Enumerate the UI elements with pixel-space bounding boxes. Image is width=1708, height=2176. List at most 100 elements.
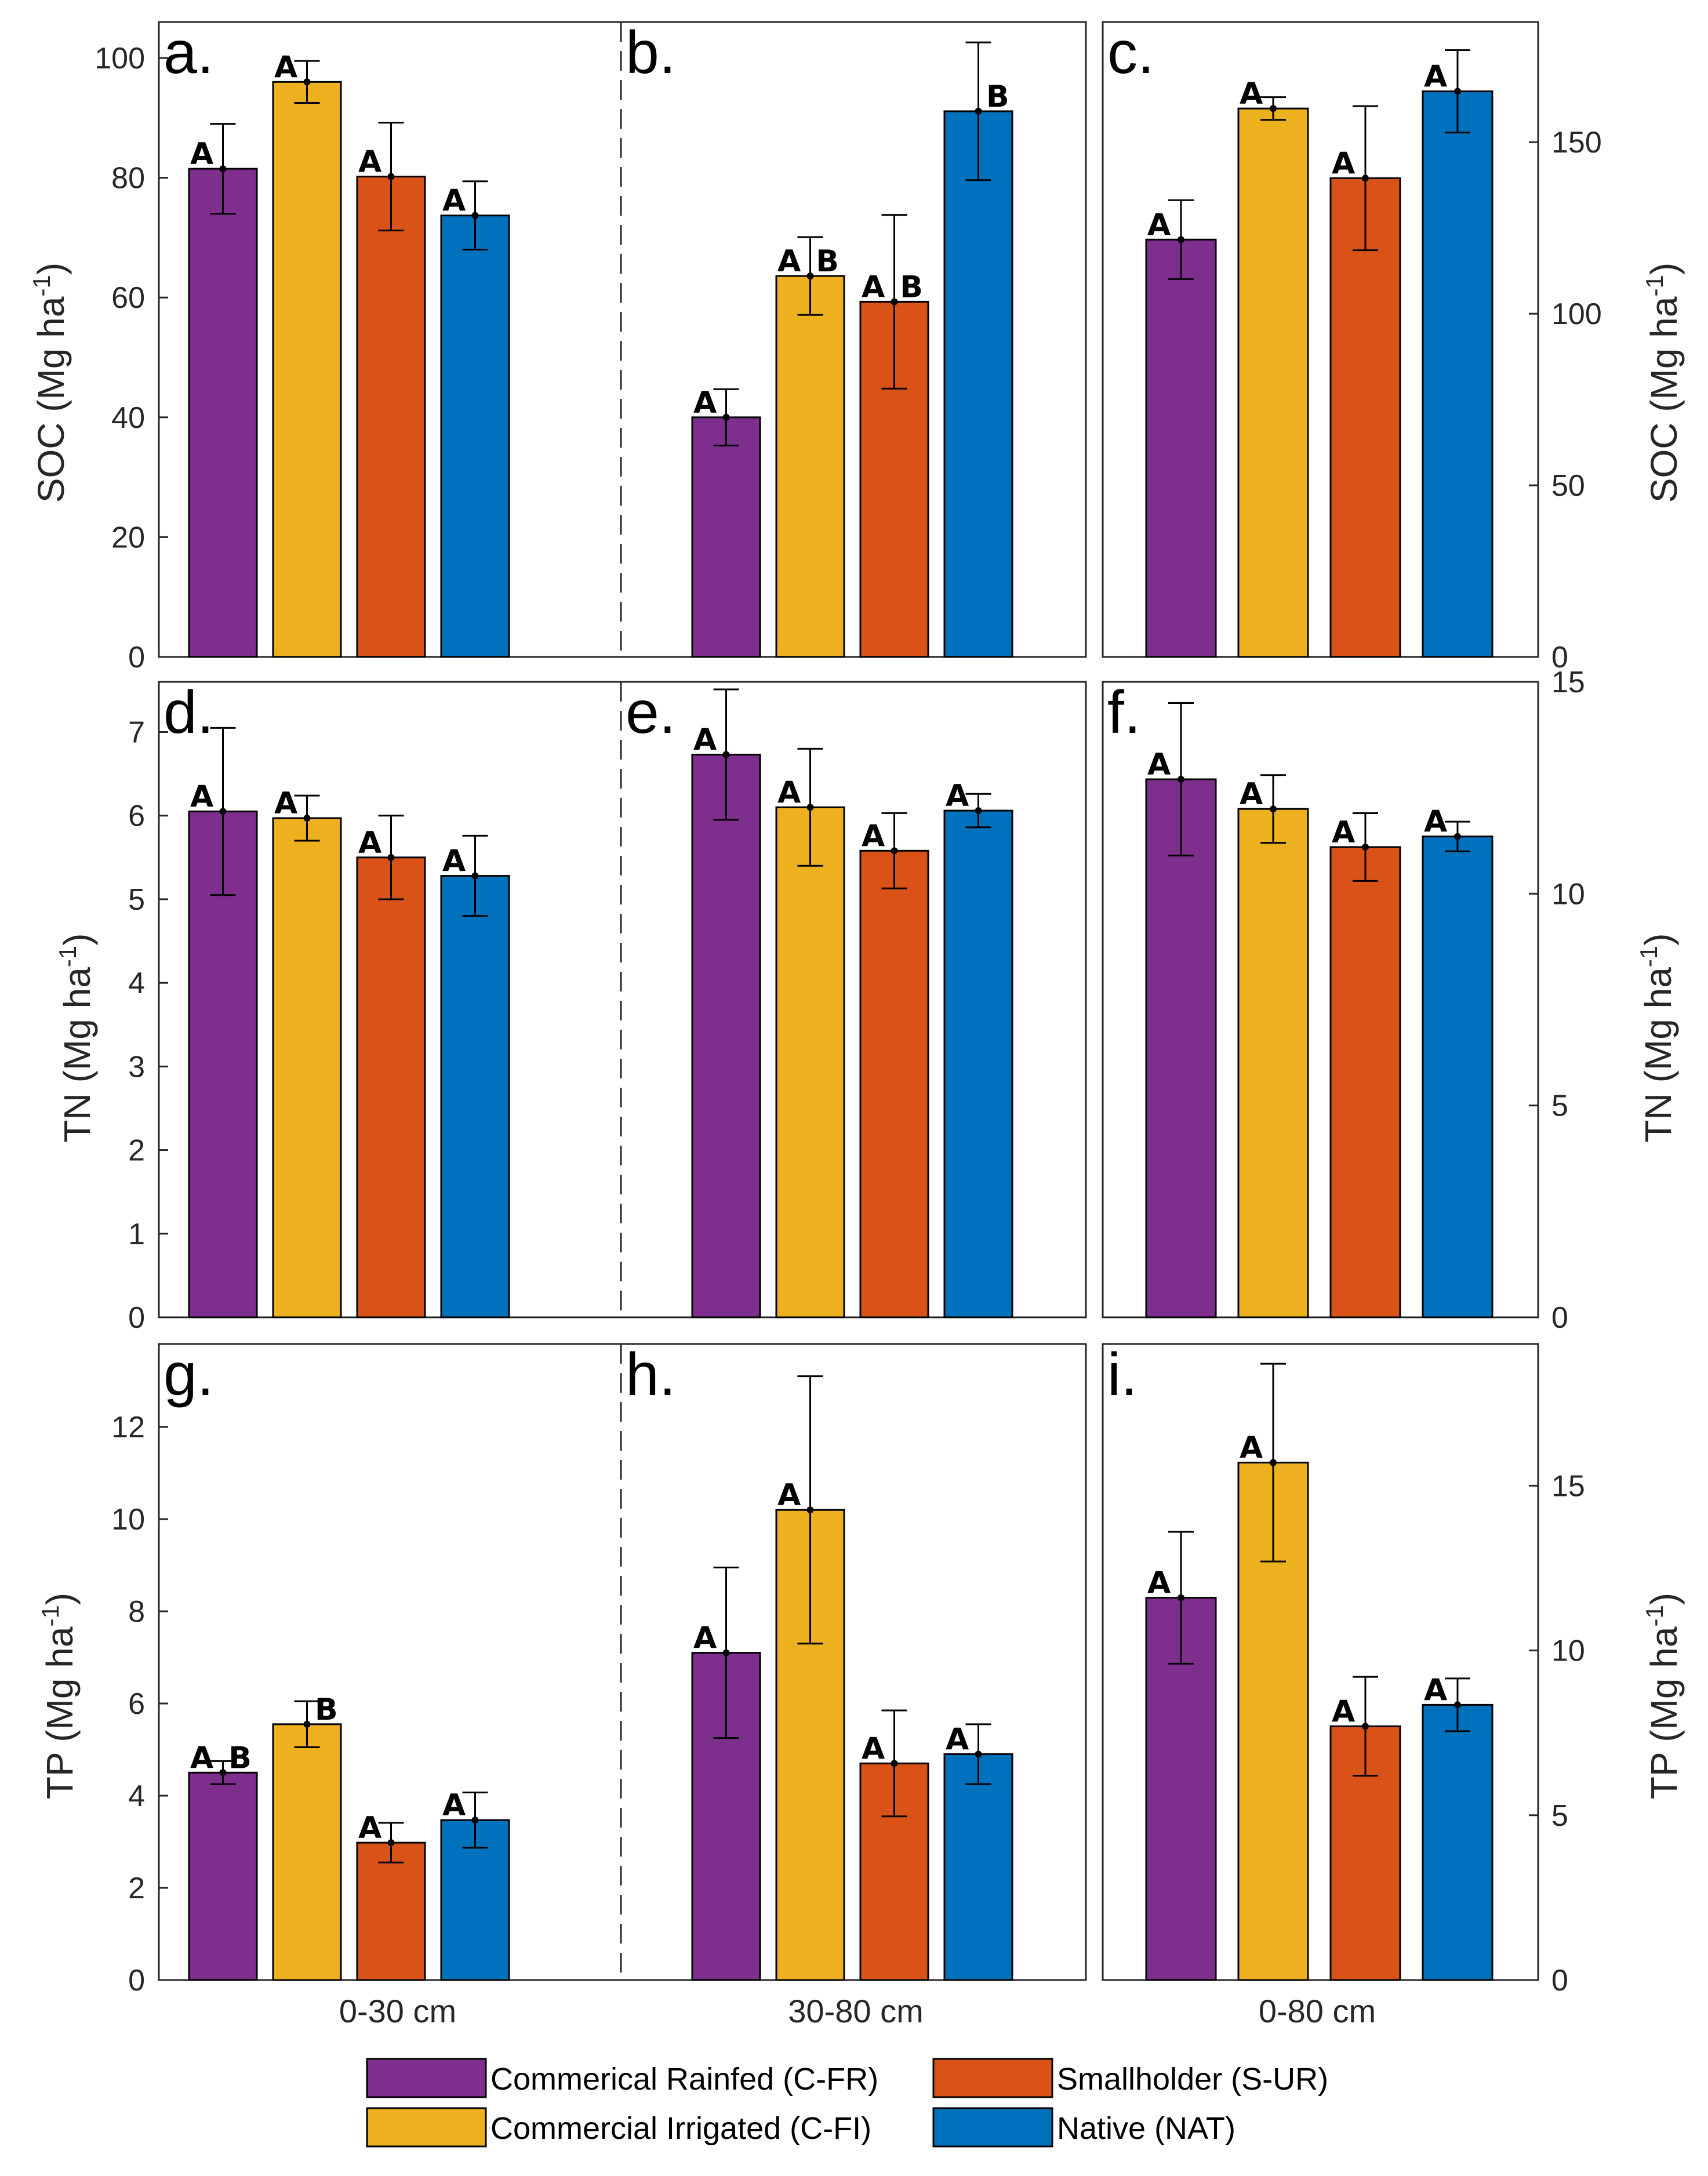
mean-point (1178, 1594, 1184, 1601)
significance-letter: A (1147, 208, 1171, 242)
significance-letter: A (1332, 146, 1355, 181)
frame-right-row-0 (1102, 21, 1539, 658)
frame-right-row-1 (1102, 681, 1539, 1318)
ytick-label: 0 (128, 1301, 145, 1335)
significance-letter: A (190, 780, 213, 815)
mean-point (722, 1649, 730, 1656)
ytick-label: 5 (128, 883, 145, 917)
bar-NAT (1422, 835, 1493, 1318)
soc-right-ylabel: SOC (Mg ha-1) (1641, 263, 1685, 503)
mean-point (471, 1817, 479, 1824)
ytick-label: 0 (128, 641, 145, 674)
significance-letter: A (1424, 1673, 1447, 1708)
ytick-label: 8 (128, 1595, 145, 1629)
bar-C-FI (775, 275, 845, 658)
significance-letter: A (1147, 1566, 1171, 1601)
ytick-label: 40 (111, 401, 145, 435)
ytick-label: 4 (128, 967, 145, 1000)
legend-label-native: Native (NAT) (1057, 2111, 1235, 2146)
bar-NAT (943, 110, 1013, 658)
mean-point (722, 751, 730, 758)
frame-left-row-1 (158, 681, 1087, 1318)
significance-letter: A (862, 1731, 885, 1766)
significance-letter: A (946, 1722, 969, 1757)
legend-label-commercial-rainfed: Commerical Rainfed (C-FR) (490, 2062, 878, 2097)
significance-letter: A (358, 826, 381, 860)
bar-S-UR (859, 849, 929, 1318)
mean-point (722, 413, 730, 421)
mean-point (806, 804, 814, 811)
panel-label: g. (163, 1341, 214, 1408)
mean-point (975, 1750, 982, 1758)
panel-d: 0 1 2 3 4 5 6 7 d. A A A A (128, 679, 510, 1335)
panel-label: b. (626, 19, 676, 86)
ytick-label: 5 (1551, 1799, 1568, 1833)
significance-letter: A (1424, 60, 1447, 95)
tp-right-ylabel: TP (Mg ha-1) (1641, 1593, 1685, 1799)
mean-point (1178, 236, 1184, 244)
significance-letter: A (693, 1621, 717, 1656)
mean-point (1454, 88, 1461, 95)
xlabel-0-30: 0-30 cm (339, 1993, 456, 2029)
bar-NAT (1422, 1703, 1493, 1981)
panel-e: e. A A A A (626, 679, 1013, 1318)
significance-letter: A (862, 819, 885, 853)
mean-point (1362, 1723, 1369, 1730)
ytick-label: 0 (128, 1964, 145, 1997)
tp-left-ylabel: TP (Mg ha-1) (37, 1593, 81, 1799)
significance-letter: A (777, 775, 801, 810)
ytick-label: 6 (128, 800, 145, 833)
bar-NAT (440, 215, 510, 658)
significance-letter: A (693, 386, 717, 420)
significance-letter: A (358, 1811, 381, 1846)
mean-point (1178, 776, 1184, 783)
panel-i: 0 5 10 15 i. A A A A (1107, 1341, 1585, 1997)
panel-a: 0 20 40 60 80 100 a. A A A A (95, 19, 510, 674)
ytick-label: 5 (1551, 1089, 1568, 1123)
bar-C-FR (1145, 778, 1217, 1318)
ytick-label: 100 (95, 42, 145, 75)
bar-C-FI (775, 806, 845, 1318)
bar-C-FI (272, 1723, 342, 1981)
xlabel-30-80: 30-80 cm (788, 1993, 923, 2029)
mean-point (891, 298, 898, 306)
mean-point (1270, 105, 1277, 112)
mean-point (387, 853, 395, 861)
ytick-label: 7 (128, 716, 145, 750)
soc-left-ylabel: SOC (Mg ha-1) (28, 263, 72, 503)
ytick-label: 12 (111, 1411, 145, 1444)
panel-label: e. (626, 679, 676, 746)
bar-S-UR (1329, 846, 1401, 1318)
bar-S-UR (356, 856, 426, 1318)
significance-letter: A (1240, 1431, 1263, 1466)
ytick-label: 1 (128, 1218, 145, 1251)
significance-letter: A (442, 1788, 466, 1823)
mean-point (219, 165, 227, 173)
mean-point (806, 1506, 814, 1514)
mean-point (1454, 1701, 1461, 1709)
mean-point (1270, 1459, 1277, 1466)
significance-letter: A (1240, 777, 1263, 812)
ytick-label: 3 (128, 1050, 145, 1084)
mean-point (471, 872, 479, 880)
ytick-label: 2 (128, 1872, 145, 1905)
mean-point (219, 808, 227, 815)
mean-point (387, 173, 395, 180)
bar-C-FI (1237, 808, 1309, 1318)
significance-letter: A (693, 722, 717, 757)
mean-point (975, 807, 982, 815)
mean-point (1270, 805, 1277, 813)
significance-letter: A (1332, 815, 1355, 850)
bar-C-FI (272, 817, 342, 1318)
significance-letter: A (777, 1478, 801, 1513)
legend-swatch-smallholder (932, 2058, 1053, 2098)
bar-C-FI (272, 81, 342, 658)
legend-swatch-commercial-irrigated (366, 2107, 487, 2148)
ytick-label: 2 (128, 1134, 145, 1168)
